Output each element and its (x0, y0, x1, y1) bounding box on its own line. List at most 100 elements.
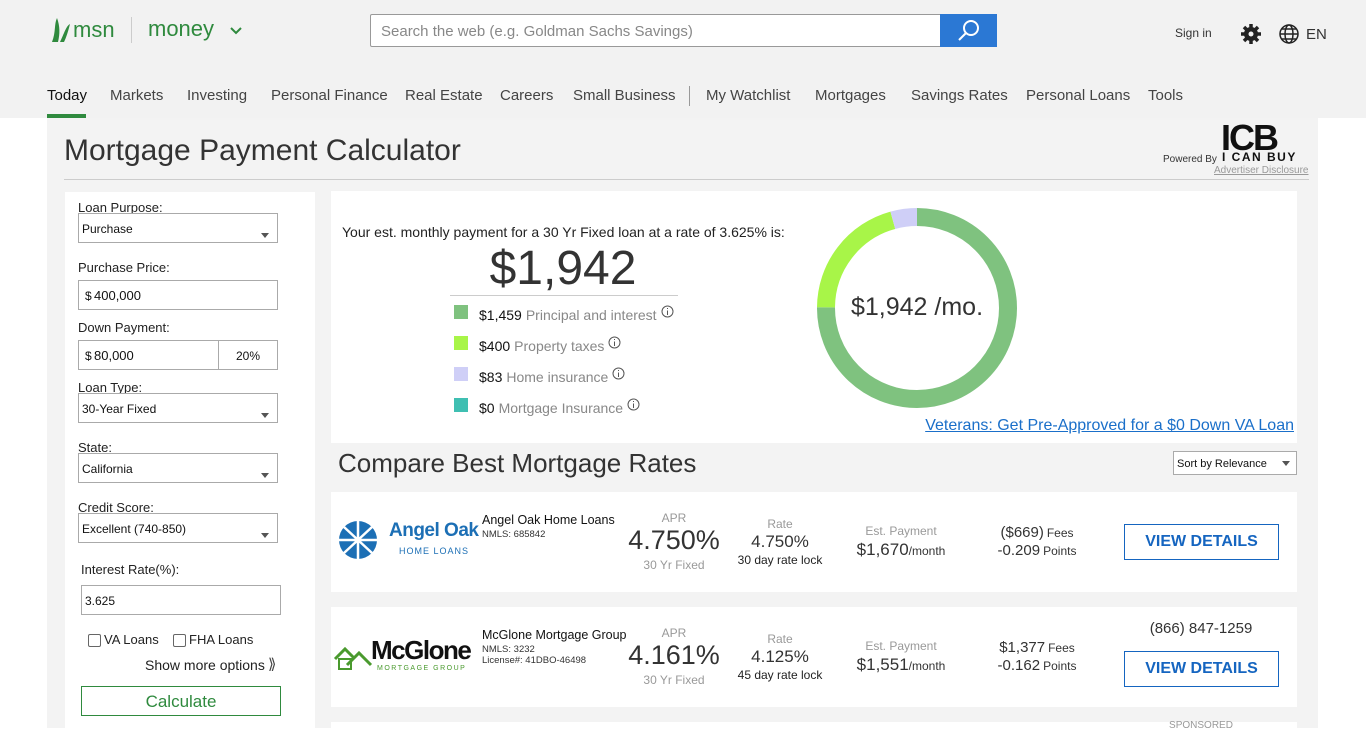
lender-logo[interactable]: Angel Oak HOME LOANS (337, 514, 479, 566)
input[interactable]: 20% (218, 340, 278, 370)
points-label: Points (1043, 659, 1077, 673)
info-icon[interactable] (657, 305, 674, 323)
summary-text: Your est. monthly payment for a 30 Yr Fi… (342, 224, 785, 240)
percent: 20% (236, 349, 261, 363)
legend-swatch (454, 398, 468, 412)
select-caret (261, 225, 269, 243)
lender-name: Angel Oak Home Loans (482, 513, 615, 527)
input-value: 400,000 (94, 288, 141, 303)
input[interactable]: $80,000 (78, 340, 219, 370)
compare-title: Compare Best Mortgage Rates (338, 448, 697, 478)
select-value: 30-Year Fixed (82, 402, 157, 416)
nav-item[interactable]: Tools (1148, 87, 1184, 104)
globe-icon[interactable] (1278, 23, 1300, 45)
select-value: Excellent (740-850) (82, 522, 187, 536)
title-rule (64, 179, 1309, 180)
nav-item[interactable]: Markets (110, 87, 164, 104)
lender-logo[interactable]: McGlone MORTGAGE GROUP (333, 629, 477, 679)
nav-item[interactable]: Today (47, 87, 88, 104)
select-caret (261, 525, 269, 543)
nav-item[interactable]: Real Estate (405, 87, 483, 104)
checkbox[interactable] (173, 634, 186, 647)
logo-icon (337, 519, 379, 566)
legend-amount: $0 (479, 400, 495, 416)
input[interactable]: $400,000 (78, 280, 278, 310)
nav-item[interactable]: My Watchlist (706, 87, 791, 104)
nav-item[interactable]: Mortgages (815, 87, 886, 104)
points: -0.209 Points (998, 542, 1077, 559)
fees-value: ($669) (1000, 524, 1044, 541)
settings-icon[interactable] (1240, 23, 1262, 45)
calculator-title: Mortgage Payment Calculator (64, 134, 461, 167)
payment-label: Est. Payment (865, 524, 937, 538)
nav-active-underline (47, 114, 86, 118)
apr: 4.750% (628, 525, 720, 555)
input[interactable]: 3.625 (81, 585, 281, 615)
legend-amount: $400 (479, 338, 511, 354)
legend-amount: $1,459 (479, 307, 522, 323)
nav-item[interactable]: Small Business (573, 87, 676, 104)
section[interactable]: money (148, 16, 215, 41)
view-details-label: VIEW DETAILS (1145, 533, 1258, 550)
language[interactable]: EN (1306, 26, 1327, 43)
select[interactable]: Excellent (740-850) (78, 513, 278, 543)
rate-label: Rate (767, 632, 793, 646)
chevron[interactable] (230, 27, 242, 35)
amount-rule (450, 295, 678, 296)
info-icon[interactable] (608, 367, 625, 385)
rate-lock: 45 day rate lock (737, 668, 823, 682)
search-box[interactable]: Search the web (e.g. Goldman Sachs Savin… (370, 14, 942, 47)
field-label: Purchase Price: (78, 260, 170, 275)
info-icon[interactable] (623, 398, 640, 416)
fees-label: Fees (1046, 526, 1074, 540)
view-details-button[interactable]: VIEW DETAILS (1124, 524, 1279, 560)
apr: 4.161% (628, 640, 720, 670)
nav-item[interactable]: Personal Finance (271, 87, 388, 104)
nav-item[interactable]: Savings Rates (911, 87, 1008, 104)
fees: ($669) Fees (1000, 524, 1073, 541)
offer-card: McGlone MORTGAGE GROUP McGlone Mortgage Gr… (331, 607, 1297, 707)
rate: 4.750% (751, 532, 809, 551)
calculate-button[interactable]: Calculate (81, 686, 281, 716)
nmls: NMLS: 3232 (482, 644, 535, 655)
apr-label: APR (661, 626, 687, 640)
sign-in[interactable]: Sign in (1175, 26, 1212, 40)
phone: (866) 847-1259 (1149, 620, 1253, 637)
field-label: Down Payment: (78, 320, 170, 335)
checkbox[interactable] (88, 634, 101, 647)
nav-item[interactable]: Personal Loans (1026, 87, 1131, 104)
nav-item[interactable]: Investing (187, 87, 248, 104)
payment-amount: $1,551 (856, 655, 909, 674)
select[interactable]: California (78, 453, 278, 483)
nav-item[interactable]: Careers (500, 87, 554, 104)
select[interactable]: Purchase (78, 213, 278, 243)
select[interactable]: 30-Year Fixed (78, 393, 278, 423)
offer-card (331, 722, 1297, 732)
legend-entry: $1,459 Principal and interest (479, 305, 674, 323)
logo-icon (333, 643, 375, 678)
checkbox-label: VA Loans (104, 632, 159, 647)
legend-name: Property taxes (514, 338, 605, 354)
legend-entry: $0 Mortgage Insurance (479, 398, 640, 416)
sort-select[interactable]: Sort by Relevance (1173, 451, 1297, 475)
sort-value: Sort by Relevance (1177, 458, 1267, 470)
info-icon[interactable] (604, 336, 621, 354)
advertiser-disclosure[interactable]: Advertiser Disclosure (1214, 165, 1309, 176)
apr-label: APR (661, 511, 687, 525)
view-details-button[interactable]: VIEW DETAILS (1124, 651, 1279, 687)
legend-name: Principal and interest (525, 307, 657, 323)
points-label: Points (1043, 544, 1077, 558)
summary-card: Your est. monthly payment for a 30 Yr Fi… (331, 191, 1297, 443)
header: msn money Search the web (e.g. Goldman S… (0, 0, 1366, 118)
currency: $ (85, 349, 92, 363)
select-value: Purchase (82, 222, 133, 236)
more-options[interactable]: Show more options (145, 657, 265, 673)
payment: $1,551/month (857, 655, 946, 675)
payment-label: Est. Payment (865, 639, 937, 653)
search-button[interactable] (940, 14, 997, 47)
va-link[interactable]: Veterans: Get Pre-Approved for a $0 Down… (925, 417, 1294, 434)
legend-swatch (454, 336, 468, 350)
checkbox-label: FHA Loans (189, 632, 254, 647)
fees-label: Fees (1048, 641, 1075, 655)
